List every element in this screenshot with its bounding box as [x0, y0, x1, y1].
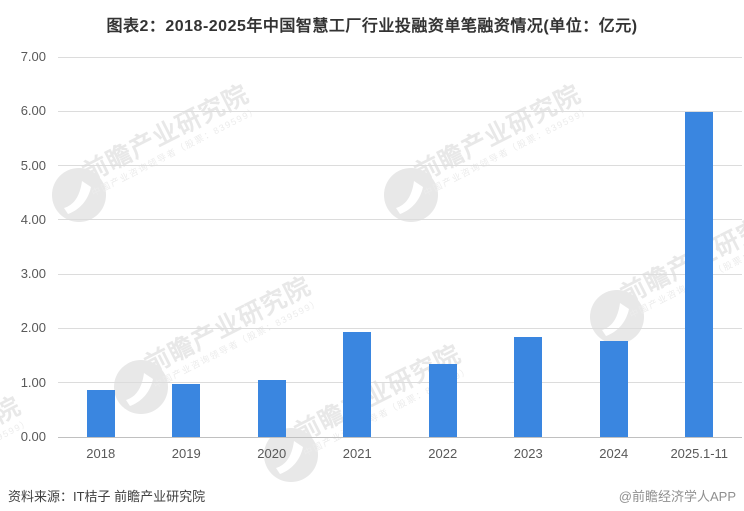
bar-2019	[172, 384, 201, 437]
bar-column	[400, 364, 486, 437]
bar-2018	[86, 390, 115, 437]
gridline	[58, 273, 742, 275]
credit-note: @前瞻经济学人APP	[618, 489, 736, 504]
x-tick-label: 2025.1-11	[670, 446, 729, 461]
chart-title: 图表2：2018-2025年中国智慧工厂行业投融资单笔融资情况(单位：亿元)	[106, 18, 638, 35]
bar-column	[571, 340, 657, 437]
y-tick-label: 6.00	[20, 103, 46, 119]
bar-column	[58, 390, 144, 437]
y-tick-label: 7.00	[20, 49, 46, 64]
y-tick-label: 2.00	[20, 320, 46, 336]
x-tick-label: 2023	[513, 446, 543, 461]
gridline	[58, 382, 742, 384]
y-tick-label: 3.00	[20, 266, 46, 282]
y-tick-label: 0.00	[20, 429, 46, 444]
bar-column	[315, 332, 401, 437]
y-axis-tick-labels: 0.00 1.00 2.00 3.00 4.00 5.00 6.00 7.00	[4, 49, 48, 444]
gridline	[58, 110, 742, 112]
plot-area	[58, 56, 742, 438]
gridline	[58, 165, 742, 167]
bar-2023	[514, 337, 543, 437]
x-tick-label: 2024	[599, 446, 629, 461]
gridline	[58, 327, 742, 329]
gridline	[58, 56, 742, 58]
x-tick-label: 2018	[86, 446, 116, 461]
y-tick-label: 5.00	[20, 157, 46, 173]
bar-column	[144, 384, 230, 437]
y-tick-label: 4.00	[20, 211, 46, 227]
bar-column	[229, 380, 315, 437]
bar-2025.1-11	[685, 112, 714, 437]
x-axis-tick-labels: 2018 2019 2020 2021 2022 2023 2024 2025.1-11	[58, 446, 742, 461]
bar-2021	[343, 332, 372, 437]
x-tick-label: 2022	[428, 446, 458, 461]
y-tick-label: 1.00	[20, 374, 46, 390]
x-axis-line	[58, 436, 742, 438]
bar-2022	[428, 364, 457, 437]
bar-column	[657, 112, 743, 437]
bar-2024	[599, 340, 628, 437]
bar-series	[58, 57, 742, 437]
x-tick-label: 2019	[171, 446, 201, 461]
bar-2020	[257, 380, 286, 437]
bar-column	[486, 337, 572, 437]
x-tick-label: 2020	[257, 446, 287, 461]
x-tick-label: 2021	[342, 446, 372, 461]
source-note: 资料来源：IT桔子 前瞻产业研究院	[8, 489, 206, 504]
